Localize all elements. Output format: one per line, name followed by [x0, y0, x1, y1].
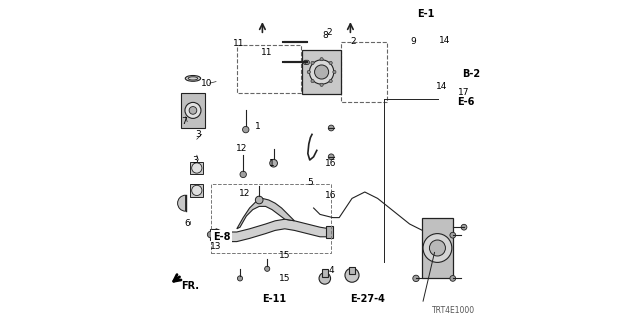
Circle shape — [240, 171, 246, 178]
Text: TRT4E1000: TRT4E1000 — [432, 306, 475, 315]
Circle shape — [303, 60, 308, 65]
Circle shape — [319, 273, 331, 284]
Circle shape — [328, 125, 334, 131]
Bar — [349, 267, 355, 274]
Circle shape — [192, 185, 202, 196]
Text: 1: 1 — [255, 122, 260, 131]
Text: E-8: E-8 — [212, 232, 230, 242]
Circle shape — [192, 163, 202, 173]
Text: FR.: FR. — [181, 281, 199, 292]
Circle shape — [270, 159, 278, 167]
Circle shape — [305, 60, 310, 65]
Text: 15: 15 — [279, 274, 291, 283]
Circle shape — [207, 231, 214, 238]
Text: 1: 1 — [269, 159, 275, 168]
Circle shape — [315, 65, 329, 79]
Text: E-27-4: E-27-4 — [351, 294, 385, 304]
Text: 13: 13 — [211, 242, 221, 251]
Circle shape — [328, 154, 334, 160]
PathPatch shape — [237, 198, 294, 229]
Bar — [326, 226, 333, 238]
Circle shape — [311, 79, 314, 83]
Circle shape — [329, 79, 332, 83]
Circle shape — [243, 126, 249, 133]
Text: 16: 16 — [326, 159, 337, 168]
Text: E-6: E-6 — [458, 97, 475, 108]
Bar — [191, 184, 204, 197]
Text: 14: 14 — [439, 36, 451, 44]
Circle shape — [450, 276, 456, 281]
Text: B-2: B-2 — [462, 68, 481, 79]
Text: 10: 10 — [201, 79, 212, 88]
Text: 7: 7 — [181, 117, 187, 126]
Text: 15: 15 — [279, 252, 291, 260]
Bar — [340, 42, 387, 102]
Text: 3: 3 — [193, 156, 198, 164]
Circle shape — [333, 70, 336, 74]
Text: 3: 3 — [196, 130, 201, 139]
Bar — [302, 50, 340, 94]
Text: 11: 11 — [262, 48, 273, 57]
Circle shape — [329, 61, 332, 65]
PathPatch shape — [216, 219, 330, 242]
Circle shape — [320, 83, 323, 86]
Circle shape — [185, 102, 201, 118]
Text: 12: 12 — [236, 144, 247, 153]
Circle shape — [310, 60, 334, 84]
Bar — [322, 269, 328, 277]
Circle shape — [189, 107, 197, 114]
Bar — [181, 93, 205, 128]
Text: 2: 2 — [351, 37, 356, 46]
Wedge shape — [178, 195, 186, 211]
Text: E-1: E-1 — [418, 9, 435, 20]
Circle shape — [423, 234, 452, 262]
Bar — [422, 218, 453, 278]
Bar — [210, 229, 218, 240]
Text: E-11: E-11 — [262, 294, 287, 304]
Text: 9: 9 — [410, 37, 415, 46]
Text: 14: 14 — [436, 82, 447, 91]
Circle shape — [429, 240, 445, 256]
Circle shape — [255, 196, 263, 204]
Circle shape — [265, 266, 270, 271]
Text: 17: 17 — [458, 88, 470, 97]
Ellipse shape — [186, 76, 201, 81]
Circle shape — [345, 268, 359, 282]
Text: 12: 12 — [239, 189, 250, 198]
Text: 6: 6 — [184, 220, 190, 228]
Circle shape — [237, 276, 243, 281]
Bar — [211, 184, 332, 253]
Circle shape — [307, 70, 310, 74]
Bar — [237, 45, 301, 93]
Text: 2: 2 — [327, 28, 332, 36]
Circle shape — [320, 58, 323, 61]
Circle shape — [311, 61, 314, 65]
Text: 4: 4 — [328, 266, 334, 275]
Bar — [191, 162, 204, 174]
Text: 11: 11 — [233, 39, 244, 48]
Circle shape — [461, 224, 467, 230]
Circle shape — [450, 232, 456, 238]
Circle shape — [413, 275, 419, 282]
Text: 5: 5 — [308, 178, 313, 187]
Text: 8: 8 — [322, 31, 328, 40]
Text: 16: 16 — [326, 191, 337, 200]
